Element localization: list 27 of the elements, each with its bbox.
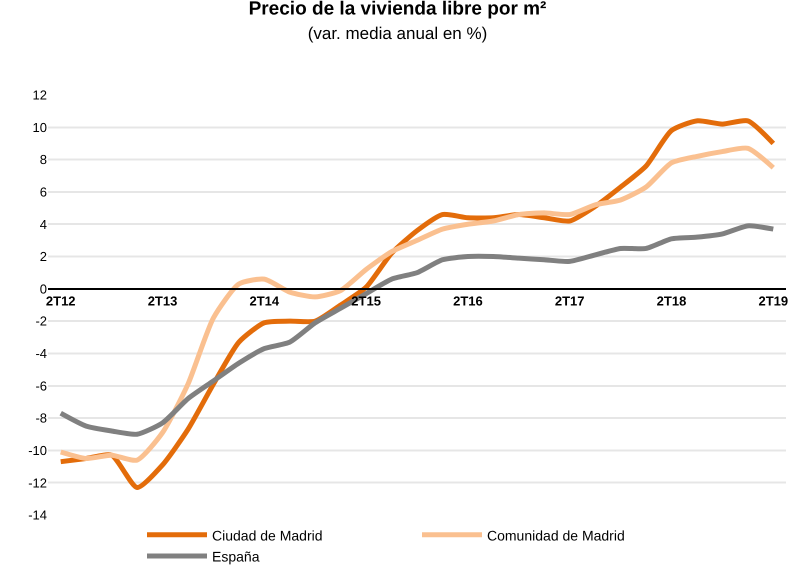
x-tick-label: 2T12 xyxy=(46,293,76,308)
legend-label: España xyxy=(212,548,260,564)
y-tick-label: -6 xyxy=(35,378,47,394)
x-tick-label: 2T16 xyxy=(453,293,483,308)
x-tick-label: 2T13 xyxy=(148,293,178,308)
y-tick-label: -2 xyxy=(35,314,47,329)
y-tick-label: 6 xyxy=(40,184,47,200)
x-tick-label: 2T17 xyxy=(554,293,585,308)
chart-title: Precio de la vivienda libre por m² xyxy=(248,0,546,20)
y-tick-label: 0 xyxy=(40,281,47,296)
x-tick-label: 2T14 xyxy=(249,293,280,308)
x-tick-label: 2T19 xyxy=(758,293,788,308)
y-tick-label: -10 xyxy=(28,442,47,458)
y-tick-label: -8 xyxy=(35,410,47,426)
x-tick-label: 2T18 xyxy=(656,293,686,308)
y-tick-label: 10 xyxy=(32,120,47,135)
legend-label: Comunidad de Madrid xyxy=(487,527,625,544)
y-tick-label: -14 xyxy=(28,508,47,523)
y-tick-label: 2 xyxy=(40,249,47,264)
legend-label: Ciudad de Madrid xyxy=(212,527,323,544)
y-tick-label: 12 xyxy=(32,88,47,103)
y-tick-label: 4 xyxy=(40,216,47,232)
y-tick-label: -12 xyxy=(28,475,47,490)
y-tick-label: 8 xyxy=(40,152,47,168)
x-tick-label: 2T15 xyxy=(351,293,381,308)
chart-subtitle: (var. media anual en %) xyxy=(308,24,488,44)
y-tick-label: -4 xyxy=(35,346,47,362)
